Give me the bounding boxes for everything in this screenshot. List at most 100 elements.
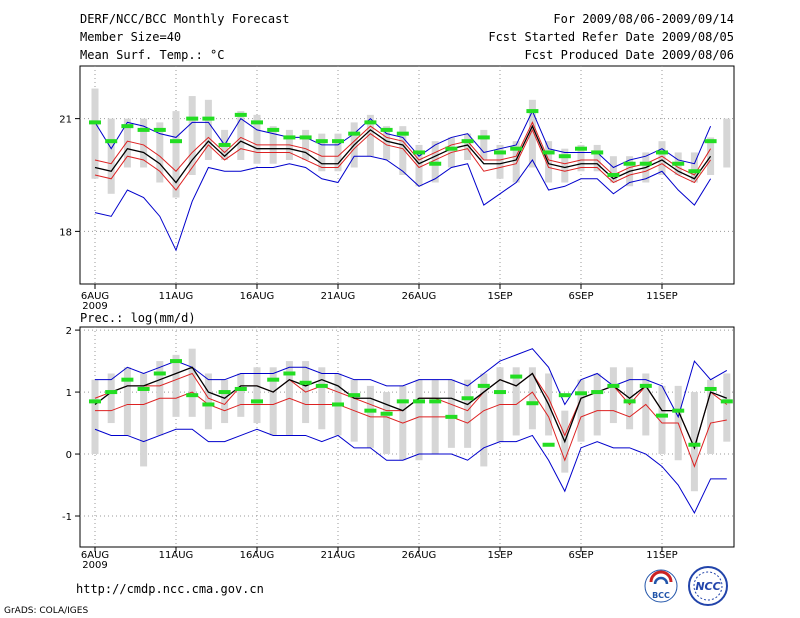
spread-box [415,379,423,461]
x-tick-label: 6AUG [81,550,109,561]
observed-marker [396,131,409,136]
x-tick-label: 16AUG [240,291,275,302]
spread-box [577,379,585,442]
precip-panel-title: Prec.: log(mm/d) [80,311,196,325]
spread-box [593,373,601,436]
spread-box [221,379,229,424]
observed-marker [413,399,425,404]
observed-marker [89,120,101,125]
source-url[interactable]: http://cmdp.ncc.cma.gov.cn [76,582,264,596]
observed-marker [656,150,668,155]
observed-marker [121,124,134,129]
observed-marker [348,393,361,398]
y-tick-label: 21 [59,115,72,126]
spread-box [545,141,553,183]
spread-box [302,129,310,160]
spread-box [383,126,391,160]
fcst-started-date: Fcst Started Refer Date 2009/08/05 [488,30,734,44]
observed-marker [623,161,636,166]
observed-marker [299,380,312,385]
spread-box [707,379,715,455]
observed-marker [542,150,555,155]
observed-marker [672,408,685,413]
y-tick-label: 18 [59,227,72,238]
observed-marker [186,393,199,398]
plot-frame [79,326,735,548]
observed-marker [510,146,523,151]
observed-marker [283,371,296,376]
observed-marker [137,127,150,132]
observed-marker [364,120,377,125]
spread-box [237,111,245,160]
observed-marker [461,396,474,401]
observed-marker [445,414,458,419]
observed-marker [251,120,263,125]
x-year-label: 2009 [82,560,107,571]
observed-marker [315,139,328,144]
spread-box [447,379,455,448]
spread-box [140,373,148,467]
observed-marker [656,413,668,418]
series-min [94,155,712,252]
spread-box [415,144,423,187]
y-tick-label: 2 [66,326,72,337]
observed-marker [234,112,247,117]
spread-box [318,367,326,430]
spread-box [512,367,520,436]
y-tick-label: 1 [66,388,72,399]
series-lower-quartile [95,391,727,468]
observed-marker [137,386,150,391]
observed-marker [591,390,604,395]
spread-box [253,114,261,164]
observed-marker [575,146,587,151]
observed-marker [542,442,555,447]
x-tick-label: 26AUG [402,291,437,302]
spread-box [188,96,196,175]
spread-box [658,385,666,455]
forecast-period: For 2009/08/06-2009/09/14 [553,12,734,26]
spread-box [140,118,148,168]
observed-marker [202,402,215,407]
observed-marker [704,386,717,391]
spread-box [204,373,212,430]
spread-box [107,118,115,194]
spread-box [334,133,342,172]
spread-box [561,148,569,183]
member-size-label: Member Size=40 [80,30,182,44]
observed-marker [251,399,263,404]
series-ensemble-mean [94,366,728,450]
observed-marker [153,371,166,376]
bcc-logo: BCC [644,569,678,603]
spread-box [464,379,472,448]
observed-marker [429,399,442,404]
observed-marker [558,154,571,159]
observed-marker [299,135,312,140]
observed-marker [348,131,361,136]
x-tick-label: 6AUG [81,291,109,302]
observed-marker [591,150,604,155]
spread-box [253,367,261,424]
x-tick-label: 21AUG [321,550,356,561]
observed-marker [526,109,539,114]
spread-box [269,367,277,436]
spread-box [464,133,472,160]
series-min [94,428,727,514]
observed-marker [445,146,458,151]
spread-box [496,144,504,179]
spread-box [172,354,180,417]
bcc-logo-text: BCC [652,591,670,600]
observed-marker [494,150,506,155]
y-tick-label: 0 [66,450,72,461]
series-max [94,109,712,169]
y-tick-label: -1 [62,512,72,523]
observed-marker [720,399,733,404]
x-tick-label: 6SEP [568,550,593,561]
spread-box [690,152,698,183]
temperature-panel: 6AUG 11AUG 16AUG 21AUG 26AUG 1SEP 6SEP 11SEP 200… [59,65,735,312]
observed-marker [105,139,118,144]
grads-credit: GrADS: COLA/IGES [4,606,89,616]
observed-marker [332,139,344,144]
observed-marker [218,142,231,147]
ncc-logo: NCC [688,566,728,606]
